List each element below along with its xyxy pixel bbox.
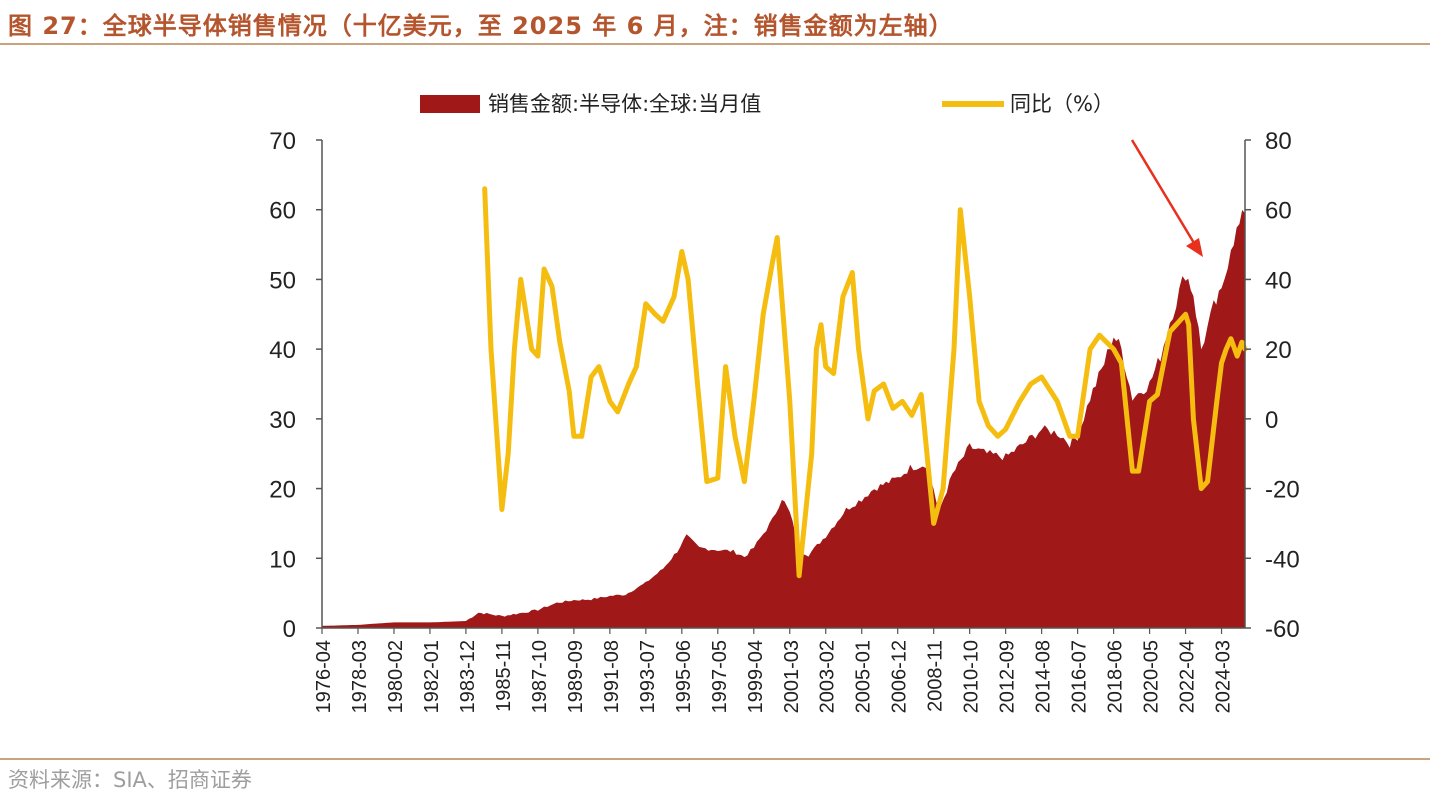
x-axis-tick-label: 2022-04 [1177,640,1199,713]
chart-legend: 销售金额:半导体:全球:当月值 同比（%） [420,92,1114,116]
left-axis-tick-label: 20 [269,477,296,504]
x-axis-tick-label: 1978-03 [349,640,371,713]
x-axis-tick-label: 2006-12 [889,640,911,713]
x-axis-tick-label: 2012-09 [997,640,1019,713]
left-axis-tick-label: 40 [269,337,296,364]
x-axis-tick-label: 1999-04 [745,640,767,713]
x-axis-tick-label: 1993-07 [637,640,659,713]
left-axis-tick-label: 60 [269,198,296,225]
x-axis-tick-label: 2008-11 [925,640,947,712]
x-axis-tick-label: 1976-04 [313,640,335,713]
chart: 销售金额:半导体:全球:当月值 同比（%） 0 10 20 30 40 50 60 70 -60… [269,92,1300,713]
left-axis-tick-label: 10 [269,546,296,573]
right-axis-tick-label: 0 [1265,407,1278,434]
x-axis-tick-label: 2016-07 [1069,640,1091,713]
left-axis-tick-label: 0 [283,616,296,643]
left-axis-tick-label: 70 [269,128,296,155]
left-axis-tick-label: 30 [269,407,296,434]
x-axis-tick-label: 2001-03 [781,640,803,713]
x-axis-tick-label: 2024-03 [1213,640,1235,713]
right-axis-tick-label: 60 [1265,198,1292,225]
x-axis-tick-label: 1983-12 [457,640,479,713]
x-axis-tick-label: 2005-01 [853,640,875,713]
legend-label-sales: 销售金额:半导体:全球:当月值 [488,92,761,116]
yoy-line-series [482,186,1248,579]
x-axis-tick-label: 2020-05 [1141,640,1163,713]
x-axis-tick-label: 1982-01 [421,640,443,713]
x-axis-tick-label: 1985-11 [493,640,515,712]
right-axis-tick-label: -60 [1265,616,1300,643]
source-note: 资料来源：SIA、招商证券 [8,768,252,792]
x-axis-tick-label: 2018-06 [1105,640,1127,713]
x-axis-tick-label: 1997-05 [709,640,731,713]
legend-swatch-sales [420,95,480,113]
sales-area-series [322,210,1245,628]
left-axis-tick-label: 50 [269,267,296,294]
right-axis-tick-label: 80 [1265,128,1292,155]
figure-title: 图 27：全球半导体销售情况（十亿美元，至 2025 年 6 月，注：销售金额为… [8,12,954,40]
x-axis-tick-label: 2010-10 [961,640,983,713]
x-axis-tick-label: 1989-09 [565,640,587,713]
annotation-arrow-shaft [1130,139,1196,244]
annotation-arrow-icon [1186,238,1203,257]
x-axis-tick-label: 1995-06 [673,640,695,713]
right-axis-tick-label: 40 [1265,267,1292,294]
x-axis-tick-label: 1987-10 [529,640,551,713]
x-axis-tick-label: 2014-08 [1033,640,1055,713]
right-axis-tick-label: -20 [1265,477,1300,504]
right-axis-tick-label: 20 [1265,337,1292,364]
x-axis-tick-label: 2003-02 [817,640,839,713]
title-divider [0,43,1430,45]
x-axis-tick-label: 1980-02 [385,640,407,713]
right-axis-tick-label: -40 [1265,546,1300,573]
source-divider [0,758,1430,760]
legend-label-yoy: 同比（%） [1010,92,1114,116]
x-axis-tick-label: 1991-08 [601,640,623,713]
